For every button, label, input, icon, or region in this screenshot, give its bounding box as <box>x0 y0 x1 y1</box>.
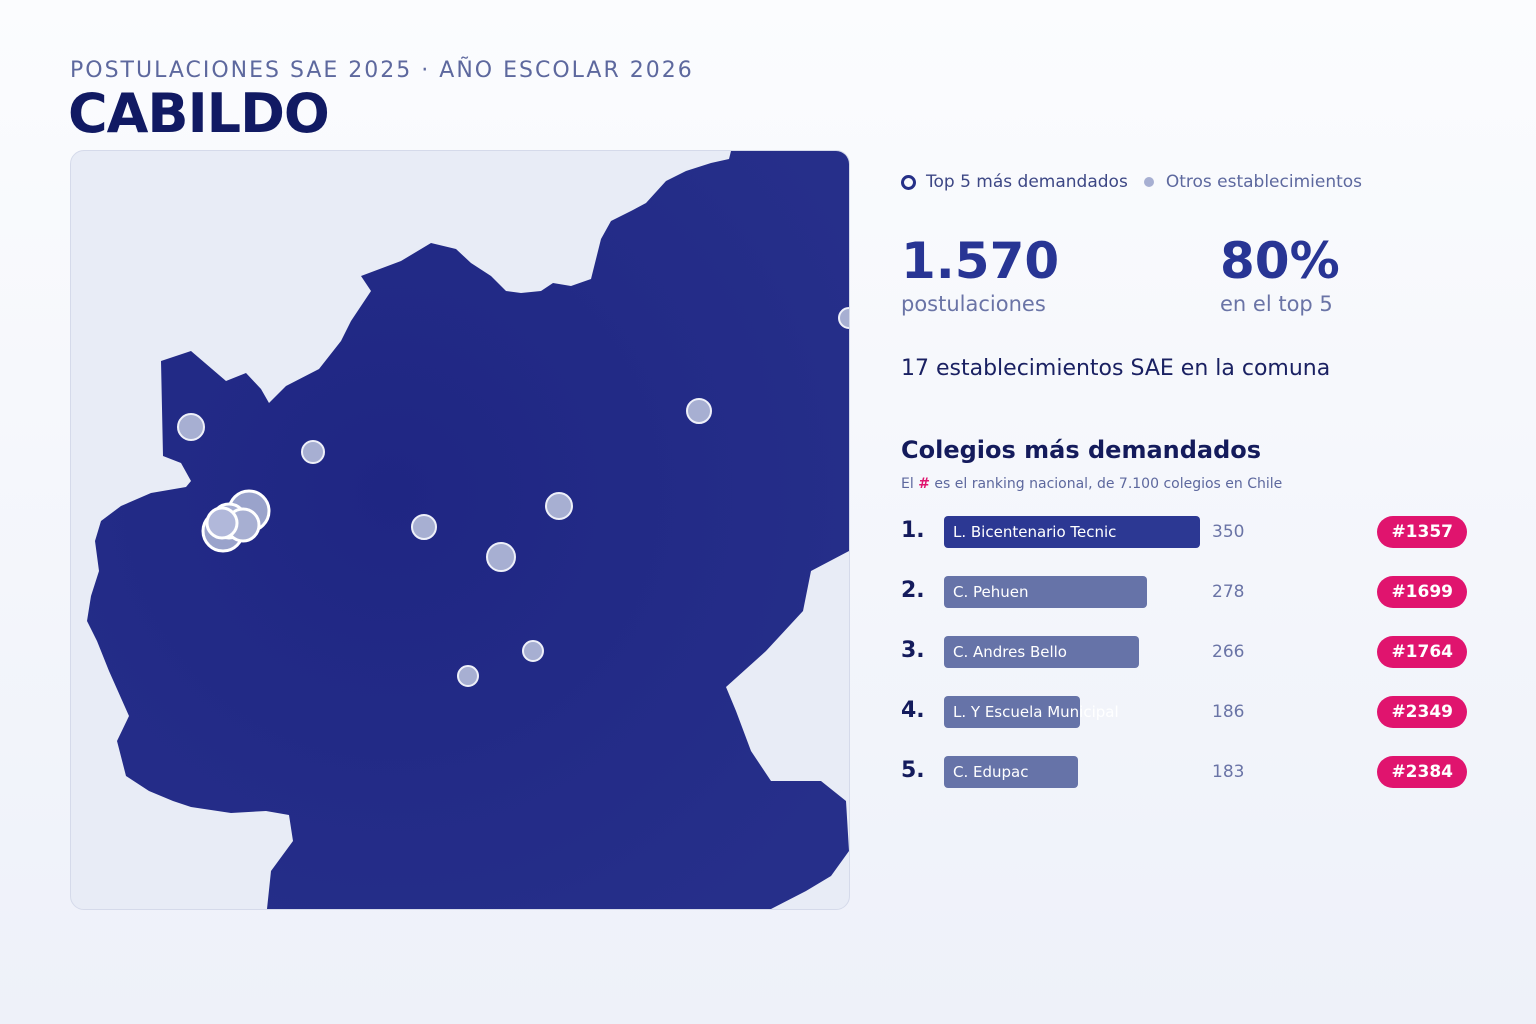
applications-count: 266 <box>1212 642 1245 662</box>
school-markers <box>177 307 849 687</box>
commune-map[interactable] <box>70 150 850 910</box>
school-marker[interactable] <box>545 492 573 520</box>
applications-label: postulaciones <box>901 292 1046 316</box>
ranking-row[interactable]: 5. C. Edupac 183 #2384 <box>901 756 1467 788</box>
school-marker[interactable] <box>838 307 849 329</box>
other-dot-icon <box>1143 177 1154 187</box>
rank-number: 2. <box>901 578 925 603</box>
demand-bar: C. Pehuen <box>944 576 1147 608</box>
demand-bar: L. Y Escuela Municipal <box>944 696 1119 728</box>
note-suffix: es el ranking nacional, de 7.100 colegio… <box>934 476 1283 492</box>
school-marker[interactable] <box>522 640 544 662</box>
note-prefix: El <box>901 476 914 492</box>
school-name: L. Bicentenario Tecnic <box>953 523 1117 541</box>
legend-others-label: Otros establecimientos <box>1165 172 1363 192</box>
school-name: C. Edupac <box>953 763 1029 781</box>
national-rank-badge: #1357 <box>1377 516 1467 548</box>
national-rank-badge: #1699 <box>1377 576 1467 608</box>
ranking-row[interactable]: 2. C. Pehuen 278 #1699 <box>901 576 1467 608</box>
applications-count: 183 <box>1212 762 1245 782</box>
schools-count: 17 establecimientos SAE en la comuna <box>901 356 1331 381</box>
top5-ring-icon <box>901 174 916 190</box>
commune-title: CABILDO <box>68 82 330 145</box>
national-rank-badge: #2384 <box>1377 756 1467 788</box>
header-kicker: POSTULACIONES SAE 2025 · AÑO ESCOLAR 202… <box>70 58 694 83</box>
school-marker[interactable] <box>177 413 205 441</box>
commune-territory <box>87 151 849 909</box>
ranking-row[interactable]: 4. L. Y Escuela Municipal 186 #2349 <box>901 696 1467 728</box>
map-legend: Top 5 más demandados Otros establecimien… <box>901 172 1362 192</box>
school-marker[interactable] <box>411 514 437 540</box>
rank-number: 1. <box>901 518 925 543</box>
applications-count: 186 <box>1212 702 1245 722</box>
top5-share-value: 80% <box>1220 232 1340 290</box>
top-school-marker[interactable] <box>205 506 239 540</box>
applications-count: 350 <box>1212 522 1245 542</box>
applications-value: 1.570 <box>901 232 1060 290</box>
school-name: L. Y Escuela Municipal <box>953 703 1119 721</box>
rank-number: 3. <box>901 638 925 663</box>
top5-share-label: en el top 5 <box>1220 292 1333 316</box>
ranking-title: Colegios más demandados <box>901 436 1262 464</box>
note-hash-symbol: # <box>918 476 930 492</box>
school-marker[interactable] <box>486 542 516 572</box>
ranking-row[interactable]: 1. L. Bicentenario Tecnic 350 #1357 <box>901 516 1467 548</box>
legend-top5-label: Top 5 más demandados <box>926 172 1128 192</box>
school-marker[interactable] <box>686 398 712 424</box>
rank-number: 5. <box>901 758 925 783</box>
school-marker[interactable] <box>457 665 479 687</box>
ranking-row[interactable]: 3. C. Andres Bello 266 #1764 <box>901 636 1467 668</box>
demand-bar: C. Edupac <box>944 756 1078 788</box>
school-name: C. Pehuen <box>953 583 1029 601</box>
ranking-note: El # es el ranking nacional, de 7.100 co… <box>901 476 1282 492</box>
top-school-cluster <box>201 489 271 553</box>
national-rank-badge: #2349 <box>1377 696 1467 728</box>
demand-bar: L. Bicentenario Tecnic <box>944 516 1200 548</box>
national-rank-badge: #1764 <box>1377 636 1467 668</box>
school-marker[interactable] <box>301 440 325 464</box>
demand-bar: C. Andres Bello <box>944 636 1139 668</box>
map-canvas <box>87 151 849 909</box>
applications-count: 278 <box>1212 582 1245 602</box>
rank-number: 4. <box>901 698 925 723</box>
school-name: C. Andres Bello <box>953 643 1067 661</box>
